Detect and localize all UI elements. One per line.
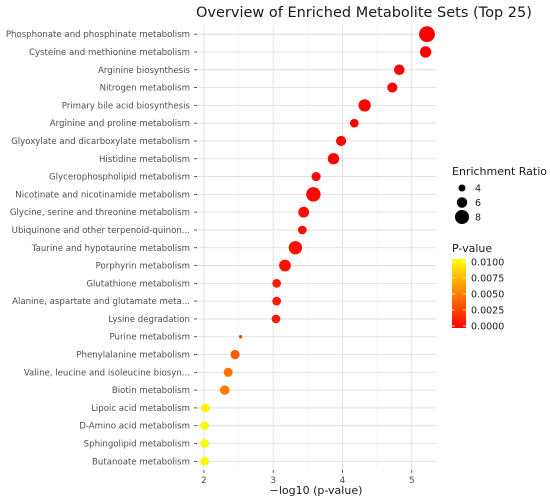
data-point bbox=[349, 118, 359, 128]
color-legend-label: 0.0000 bbox=[471, 322, 504, 333]
category-label: Taurine and hypotaurine metabolism bbox=[31, 244, 190, 254]
category-label: Nicotinate and nicotinamide metabolism bbox=[15, 190, 190, 200]
data-point bbox=[311, 172, 321, 182]
category-label: Cysteine and methionine metabolism bbox=[29, 48, 190, 58]
data-point bbox=[298, 206, 310, 218]
data-point bbox=[230, 349, 240, 360]
x-axis-title: −log10 (p-value) bbox=[270, 484, 363, 497]
x-tick-label: 2 bbox=[201, 476, 207, 486]
data-point bbox=[419, 26, 435, 43]
x-tick-label: 5 bbox=[409, 476, 415, 486]
color-legend-label: 0.0075 bbox=[471, 274, 504, 285]
category-label: Glutathione metabolism bbox=[86, 279, 190, 289]
category-label: Alanine, aspartate and glutamate meta... bbox=[12, 297, 190, 307]
category-label: Phenylalanine metabolism bbox=[76, 351, 190, 361]
color-legend-title: P-value bbox=[452, 242, 492, 255]
size-legend-label: 4 bbox=[475, 184, 481, 195]
data-point bbox=[387, 82, 398, 93]
category-label: Porphyrin metabolism bbox=[96, 262, 190, 272]
chart-title: Overview of Enriched Metabolite Sets (To… bbox=[196, 5, 532, 21]
data-point bbox=[272, 278, 282, 288]
data-point bbox=[394, 64, 405, 76]
size-legend-dot bbox=[454, 209, 470, 225]
color-legend-bar bbox=[452, 259, 466, 328]
category-label: Ubiquinone and other terpenoid-quinon... bbox=[12, 226, 190, 236]
category-label: Biotin metabolism bbox=[112, 386, 190, 396]
category-label: Glycerophospholipid metabolism bbox=[49, 173, 190, 183]
category-label: Primary bile acid biosynthesis bbox=[62, 101, 191, 111]
color-legend-label: 0.0025 bbox=[471, 306, 504, 317]
data-point bbox=[200, 439, 209, 448]
x-tick-label: 3 bbox=[270, 476, 276, 486]
category-label: Nitrogen metabolism bbox=[100, 84, 190, 94]
size-legend-label: 6 bbox=[475, 198, 481, 209]
category-label: Purine metabolism bbox=[110, 333, 191, 343]
data-point bbox=[200, 456, 209, 466]
color-legend: 0.0100 0.0075 0.0050 0.0025 0.0000 bbox=[452, 258, 504, 333]
data-point bbox=[271, 314, 281, 324]
data-point bbox=[200, 403, 210, 413]
data-point bbox=[297, 225, 307, 235]
category-label: Lipoic acid metabolism bbox=[91, 404, 190, 414]
data-point bbox=[327, 153, 340, 165]
data-points bbox=[200, 26, 435, 466]
size-legend-title: Enrichment Ratio bbox=[452, 165, 547, 178]
category-label: Glycine, serine and threonine metabolism bbox=[10, 208, 190, 218]
size-legend-label: 8 bbox=[475, 213, 481, 224]
data-point bbox=[200, 421, 209, 431]
x-tick-label: 4 bbox=[340, 476, 346, 486]
category-label: Arginine and proline metabolism bbox=[50, 119, 190, 129]
data-point bbox=[219, 385, 230, 395]
category-labels: Phosphonate and phosphinate metabolism Cy… bbox=[6, 30, 197, 467]
category-label: Glyoxylate and dicarboxylate metabolism bbox=[11, 137, 190, 147]
data-point bbox=[279, 259, 291, 272]
category-label: Lysine degradation bbox=[108, 315, 190, 325]
category-label: Butanoate metabolism bbox=[92, 457, 190, 467]
size-legend-dot bbox=[458, 184, 466, 192]
size-legend-dot bbox=[456, 197, 468, 208]
color-legend-label: 0.0050 bbox=[471, 290, 504, 301]
x-axis-ticks: 2 3 4 5 bbox=[201, 470, 415, 486]
category-label: Arginine biosynthesis bbox=[98, 66, 190, 76]
data-point bbox=[288, 241, 303, 255]
size-legend: 4 6 8 bbox=[454, 184, 481, 225]
category-label: Valine, leucine and isoleucine biosyn... bbox=[24, 368, 190, 378]
category-label: Sphingolipid metabolism bbox=[84, 440, 190, 450]
data-point bbox=[272, 296, 282, 306]
color-legend-label: 0.0100 bbox=[471, 258, 504, 269]
category-label: Histidine metabolism bbox=[99, 155, 190, 165]
data-point bbox=[419, 46, 432, 58]
data-point bbox=[306, 187, 321, 202]
data-point bbox=[223, 367, 233, 377]
data-point bbox=[336, 135, 347, 147]
data-point bbox=[238, 335, 243, 339]
category-label: D-Amino acid metabolism bbox=[79, 422, 190, 432]
category-label: Phosphonate and phosphinate metabolism bbox=[6, 30, 190, 40]
data-point bbox=[358, 99, 371, 112]
